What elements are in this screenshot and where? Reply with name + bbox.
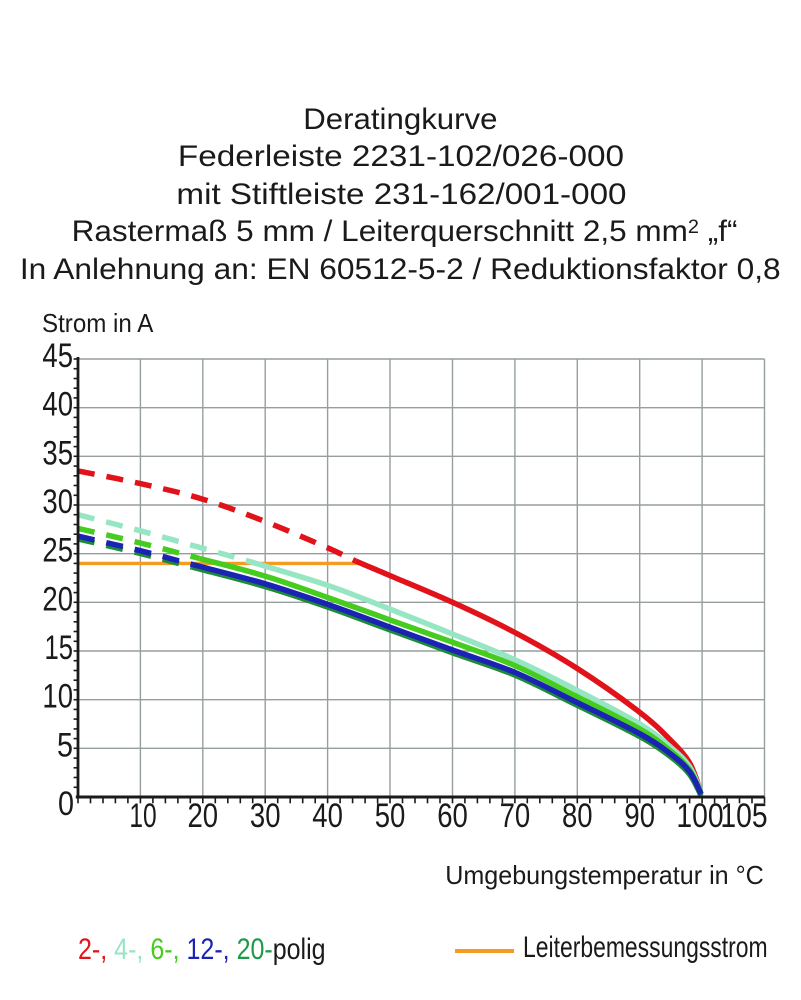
svg-text:0: 0	[58, 785, 74, 823]
svg-text:40: 40	[312, 797, 343, 835]
svg-text:20: 20	[188, 797, 219, 835]
svg-text:20: 20	[42, 580, 73, 618]
svg-text:40: 40	[42, 386, 73, 424]
svg-text:10: 10	[129, 797, 156, 835]
svg-text:70: 70	[500, 797, 531, 835]
svg-text:80: 80	[562, 797, 593, 835]
svg-text:30: 30	[42, 483, 73, 521]
svg-text:35: 35	[42, 434, 73, 472]
svg-text:25: 25	[42, 532, 73, 570]
svg-text:50: 50	[375, 797, 406, 835]
svg-text:60: 60	[437, 797, 468, 835]
svg-text:30: 30	[250, 797, 281, 835]
svg-text:105: 105	[720, 797, 767, 835]
svg-text:10: 10	[42, 678, 73, 716]
svg-text:15: 15	[45, 629, 74, 667]
svg-text:45: 45	[42, 337, 73, 375]
svg-text:90: 90	[624, 797, 655, 835]
svg-text:5: 5	[57, 726, 73, 764]
svg-text:100: 100	[676, 797, 723, 835]
